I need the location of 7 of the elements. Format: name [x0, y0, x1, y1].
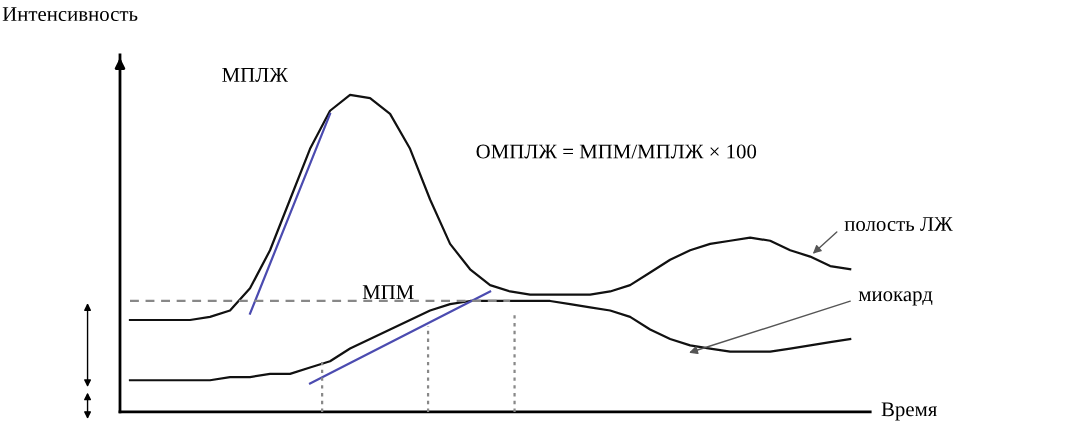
annotation: полость ЛЖ: [844, 217, 953, 231]
annotation: МПМ: [362, 285, 414, 299]
annotation: миокард: [858, 291, 933, 306]
x-axis-title: Время: [881, 402, 937, 421]
text: МПЛЖ: [222, 68, 288, 82]
y-axis-title: Интенсивность: [2, 7, 138, 22]
annotation: ОМПЛЖ = МПМ/МПЛЖ × 100: [476, 144, 757, 159]
